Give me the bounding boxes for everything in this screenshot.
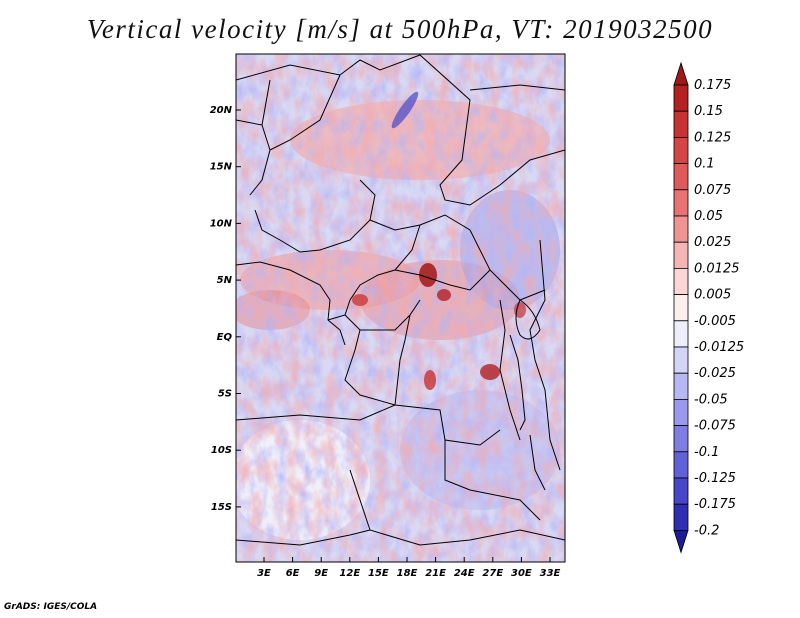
longitude-axis: 3E 6E 9E 12E 15E 18E 21E 24E 27E 30E 33E	[257, 557, 561, 579]
map-title: Vertical velocity [m/s] at 500hPa, VT: 2…	[86, 14, 714, 44]
colorbar-label: 0.005	[694, 288, 731, 303]
lon-tick-label: 24E	[454, 568, 475, 579]
colorbar-label: -0.1	[694, 445, 719, 460]
plot-frame	[235, 53, 566, 563]
colorbar-label: 0.175	[694, 78, 731, 93]
colorbar-label: -0.2	[694, 523, 719, 538]
colorbar-label: 0.125	[694, 130, 731, 145]
lon-tick-label: 27E	[482, 568, 503, 579]
colorbar-label: 0.0125	[694, 261, 740, 276]
colorbar-segment	[673, 425, 689, 453]
colorbar-segment	[673, 136, 689, 164]
colorbar-segment	[673, 215, 689, 243]
lon-tick-label: 21E	[425, 568, 446, 579]
colorbar-label: -0.075	[694, 419, 736, 434]
lat-tick-label: 10S	[211, 445, 232, 456]
lat-tick-label: 10N	[210, 218, 233, 229]
colorbar-label: -0.0125	[694, 340, 744, 355]
lat-tick-label: 15N	[210, 162, 233, 173]
colorbar-segment	[673, 346, 689, 374]
lon-tick-label: 18E	[397, 568, 418, 579]
colorbar-label: 0.1	[694, 157, 715, 172]
colorbar-label: -0.005	[694, 314, 736, 329]
velocity-field	[236, 54, 565, 562]
lat-tick-label: 20N	[210, 105, 233, 116]
colorbar-label: 0.075	[694, 183, 731, 198]
colorbar-label: -0.125	[694, 471, 736, 486]
colorbar-segment	[673, 84, 689, 112]
colorbar-segment	[673, 241, 689, 269]
colorbar-label: 0.05	[694, 209, 723, 224]
lon-tick-label: 30E	[511, 568, 532, 579]
colorbar-segment	[673, 294, 689, 322]
colorbar-max-arrow	[673, 61, 689, 86]
country-boundaries	[236, 54, 565, 546]
colorbar-segment	[673, 477, 689, 505]
credit-label: GrADS: IGES/COLA	[4, 602, 98, 612]
lon-tick-label: 3E	[257, 568, 271, 579]
lon-tick-label: 9E	[314, 568, 328, 579]
colorbar-segment	[673, 451, 689, 479]
colorbar-segment	[673, 320, 689, 348]
colorbar-segment	[673, 189, 689, 217]
lon-tick-label: 33E	[540, 568, 561, 579]
lon-tick-label: 15E	[368, 568, 389, 579]
colorbar-segment	[673, 398, 689, 426]
lat-tick-label: 5S	[218, 389, 232, 400]
colorbar-segment	[673, 503, 689, 531]
latitude-axis: 20N 15N 10N 5N EQ 5S 10S 15S	[210, 105, 241, 513]
lat-tick-label: 15S	[211, 502, 232, 513]
lat-tick-label: 5N	[217, 275, 233, 286]
colorbar-label: -0.05	[694, 392, 728, 407]
colorbar: 0.175 0.15 0.125 0.1 0.075 0.05 0.025 0.0125 0.0…	[673, 61, 744, 554]
colorbar-segment	[673, 110, 689, 138]
colorbar-segment	[673, 372, 689, 400]
colorbar-segment	[673, 267, 689, 295]
colorbar-label: -0.025	[694, 366, 736, 381]
colorbar-label: 0.025	[694, 235, 731, 250]
colorbar-min-arrow	[673, 530, 689, 554]
lon-tick-label: 12E	[339, 568, 360, 579]
colorbar-label: 0.15	[694, 104, 723, 119]
lat-tick-label: EQ	[217, 332, 233, 343]
colorbar-segment	[673, 163, 689, 191]
colorbar-label: -0.175	[694, 497, 736, 512]
lon-tick-label: 6E	[286, 568, 300, 579]
